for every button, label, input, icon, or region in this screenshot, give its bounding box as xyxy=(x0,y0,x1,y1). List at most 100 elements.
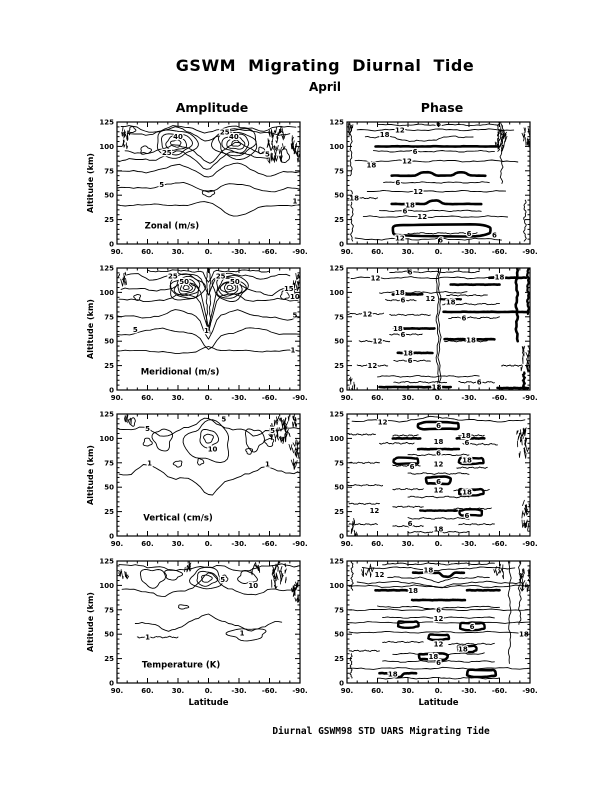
contour-line xyxy=(456,466,488,469)
contour-noise xyxy=(350,518,357,536)
contour-label: 18 xyxy=(466,337,476,345)
contour-line xyxy=(442,302,500,306)
contour-line xyxy=(147,269,270,283)
contour-line xyxy=(133,294,141,301)
contour-line xyxy=(372,149,495,153)
contour-line xyxy=(379,441,415,445)
figure-subtitle: April xyxy=(308,80,342,94)
contour-line xyxy=(501,364,523,367)
contour-label: 18 xyxy=(405,201,415,209)
contour-label: 1 xyxy=(292,198,297,206)
contour-label: 50 xyxy=(230,278,240,286)
contour-line xyxy=(507,561,512,664)
contour-line xyxy=(526,268,530,315)
contour-group: 5 10 1 1 Temperature (K) xyxy=(118,561,300,672)
contour-line xyxy=(118,563,299,572)
contour-line xyxy=(128,417,136,427)
contour-noise xyxy=(361,563,375,578)
contour-line xyxy=(179,282,193,292)
contour-line xyxy=(458,434,485,437)
x-tick-label: 30. xyxy=(402,394,414,402)
x-tick-label: -60. xyxy=(262,687,277,695)
contour-group: 5 5 5 1 1 10 Vertical (cm/s) xyxy=(118,414,300,525)
contour-noise xyxy=(292,414,298,428)
contour-label: 40 xyxy=(173,133,183,141)
x-tick-label: 60. xyxy=(371,394,383,402)
contour-line xyxy=(521,371,526,390)
contour-group: 6121861218612181861261266 xyxy=(347,122,530,245)
contour-line xyxy=(385,298,417,302)
contour-line xyxy=(182,419,230,464)
x-tick-label: 60. xyxy=(371,687,383,695)
contour-line xyxy=(347,484,384,487)
contour-label: 18 xyxy=(395,289,405,297)
x-tick-label: 30. xyxy=(402,248,414,256)
tick-marks xyxy=(116,267,301,391)
contour-line xyxy=(407,453,470,457)
contour-line xyxy=(126,272,291,296)
contour-line xyxy=(377,375,480,378)
y-tick-label: 75 xyxy=(104,606,114,614)
contour-line xyxy=(348,584,529,589)
contour-line xyxy=(356,128,515,132)
contour-label: 5 xyxy=(221,415,226,423)
contour-line xyxy=(117,346,300,354)
contour-noise xyxy=(184,561,192,573)
contour-label: 5 xyxy=(145,425,150,433)
y-tick-label: 125 xyxy=(99,558,114,566)
contour-label: 6 xyxy=(436,659,441,667)
contour-label: 6 xyxy=(410,463,415,471)
contour-label: 5 xyxy=(265,151,270,159)
y-tick-label: 0 xyxy=(109,533,114,541)
contour-label: 18 xyxy=(462,456,472,464)
y-tick-label: 50 xyxy=(104,338,114,346)
contour-label: 12 xyxy=(368,362,378,370)
x-tick-label: 90. xyxy=(341,394,353,402)
contour-line xyxy=(151,428,174,452)
contour-line xyxy=(178,604,190,610)
tick-marks xyxy=(116,121,301,245)
contour-line xyxy=(348,666,529,670)
panel-temperature-phase: 18 12 18 6 12 6 12 18 18 6 18 18 90. 60. 30. 0. -30. -60.… xyxy=(312,553,538,713)
contour-label: 6 xyxy=(408,268,413,276)
contour-label: 6 xyxy=(438,237,443,245)
contour-line xyxy=(225,628,267,642)
contour-line xyxy=(392,652,485,656)
contour-label: 18 xyxy=(429,653,439,661)
contour-line-thick xyxy=(465,668,498,679)
contour-noise xyxy=(520,345,530,373)
y-tick-label: 25 xyxy=(104,216,114,224)
contour-line xyxy=(444,340,488,343)
contour-label: 1 xyxy=(204,327,209,335)
y-tick-label: 100 xyxy=(99,143,114,151)
x-tick-label: 90. xyxy=(111,687,123,695)
contour-label: 6 xyxy=(436,450,441,458)
y-axis-label: Altitude (km) xyxy=(86,153,95,213)
contour-line-thick xyxy=(392,456,420,466)
y-tick-label: 25 xyxy=(334,362,344,370)
contour-label: 6 xyxy=(492,232,497,240)
contour-line-thick xyxy=(410,598,467,602)
contour-label: 18 xyxy=(367,161,377,169)
x-tick-label: -30. xyxy=(461,540,476,548)
y-axis-label: Altitude (km) xyxy=(86,592,95,652)
contour-line xyxy=(389,333,423,336)
contour-label: 6 xyxy=(395,179,400,187)
panel-meridional-phase: 6 12 18 18 6 12 18 12 6 18 6 12 18 18 6 12 18 6 90. 60. 30. 0… xyxy=(312,260,538,420)
contour-line xyxy=(458,523,495,526)
contour-line xyxy=(172,460,183,468)
panel-temperature-amplitude: 5 10 1 1 Temperature (K) 90. 60. 30. 0. -30. -60. -… xyxy=(82,553,308,713)
contour-line xyxy=(189,566,223,590)
x-tick-label: 30. xyxy=(172,540,184,548)
x-tick-label: 60. xyxy=(141,248,153,256)
x-tick-label: 0. xyxy=(205,248,213,256)
contour-line xyxy=(165,135,188,151)
contour-label: 5 xyxy=(133,326,138,334)
contour-line xyxy=(169,273,206,301)
contour-noise xyxy=(271,561,287,589)
contour-label: 18 xyxy=(423,566,433,574)
contour-label: 18 xyxy=(393,325,403,333)
contour-noise xyxy=(348,376,356,390)
